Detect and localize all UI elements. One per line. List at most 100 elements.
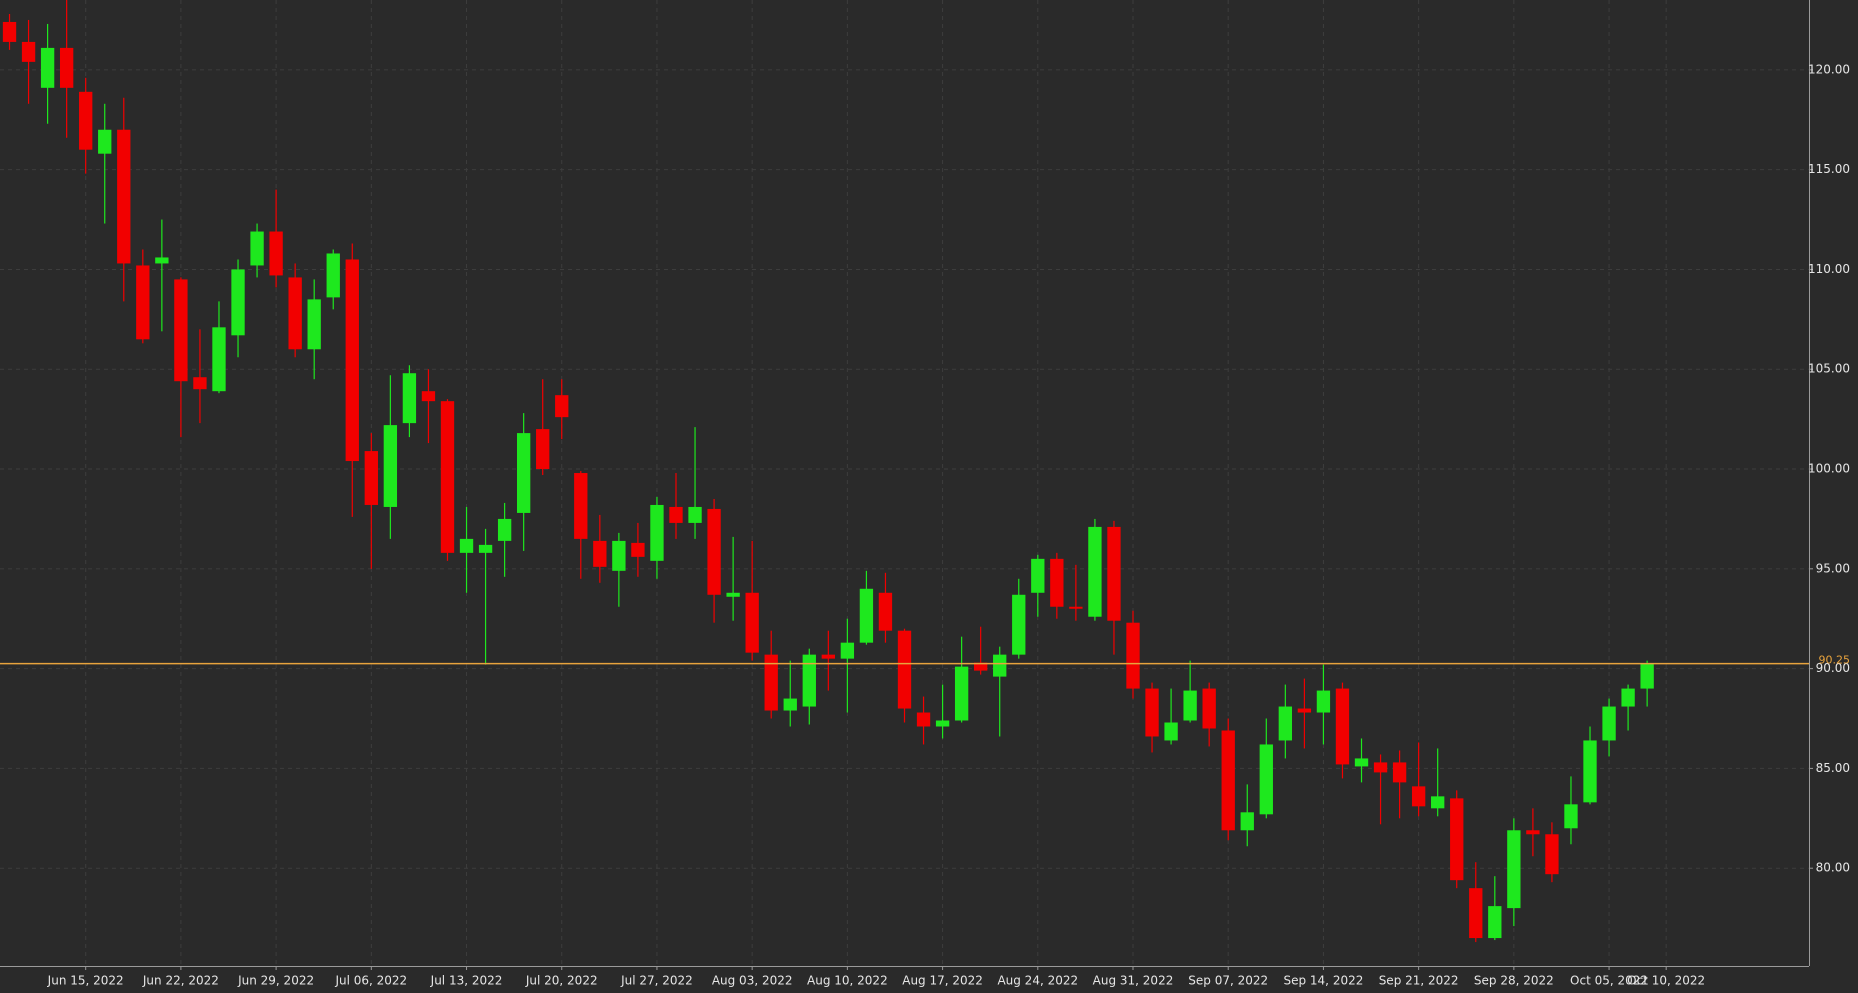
- candle-body: [40, 47, 55, 88]
- y-tick-label: 90.00: [1816, 661, 1850, 675]
- x-tick-label: Jul 06, 2022: [334, 974, 407, 988]
- candle-body: [669, 506, 683, 523]
- candle-body: [802, 654, 816, 707]
- candle-body: [155, 257, 169, 264]
- candle-body: [1621, 688, 1635, 707]
- candle-body: [212, 327, 226, 392]
- candle-body: [954, 666, 969, 721]
- candle-body: [1450, 798, 1464, 881]
- candle-body: [993, 654, 1007, 677]
- x-tick-label: Jul 27, 2022: [620, 974, 693, 988]
- candle-body: [1069, 606, 1083, 609]
- price-label: 90.25: [1819, 654, 1851, 667]
- candle-body: [1050, 558, 1064, 607]
- candle-body: [1316, 690, 1331, 713]
- candle-body: [726, 592, 740, 597]
- y-tick-label: 110.00: [1808, 262, 1850, 276]
- y-tick-label: 105.00: [1808, 362, 1850, 376]
- candle-body: [631, 542, 645, 557]
- x-tick-label: Jul 13, 2022: [430, 974, 503, 988]
- candle-body: [1164, 722, 1178, 741]
- candle-body: [478, 544, 493, 553]
- candle-body: [1411, 786, 1426, 807]
- candle-body: [1602, 706, 1616, 741]
- x-tick-label: Aug 03, 2022: [712, 974, 793, 988]
- candle-body: [383, 425, 398, 507]
- candle-body: [459, 538, 474, 553]
- candle-body: [1335, 688, 1350, 765]
- y-tick-label: 100.00: [1808, 462, 1850, 476]
- candle-body: [764, 654, 778, 711]
- candle-body: [974, 662, 988, 671]
- x-tick-label: Oct 05, 2022: [1570, 974, 1648, 988]
- candle-body: [59, 47, 74, 88]
- candle-body: [288, 277, 302, 350]
- candle-body: [612, 540, 626, 571]
- x-tick-label: Aug 31, 2022: [1093, 974, 1174, 988]
- candle-body: [1488, 906, 1502, 939]
- grid: [0, 0, 1809, 966]
- candle-body: [821, 654, 835, 659]
- candle-body: [402, 373, 417, 424]
- candle-body: [269, 231, 283, 276]
- candle-body: [307, 299, 321, 350]
- y-tick-label: 115.00: [1808, 162, 1850, 176]
- candle-body: [1545, 834, 1559, 875]
- candle-body: [1183, 690, 1197, 721]
- x-tick-label: Aug 17, 2022: [902, 974, 983, 988]
- candle-body: [1507, 830, 1521, 909]
- y-tick-label: 95.00: [1816, 561, 1850, 575]
- candle-body: [536, 429, 550, 470]
- candle-body: [1564, 804, 1578, 829]
- candle-body: [1373, 762, 1388, 773]
- candle-body: [440, 401, 455, 553]
- y-tick-label: 85.00: [1816, 761, 1850, 775]
- x-tick-label: Sep 21, 2022: [1379, 974, 1459, 988]
- x-tick-label: Sep 28, 2022: [1474, 974, 1554, 988]
- candle-body: [1392, 762, 1407, 783]
- candle-body: [345, 259, 359, 462]
- candle-body: [878, 592, 893, 631]
- x-tick-label: Jun 15, 2022: [47, 974, 124, 988]
- candle-body: [1145, 688, 1159, 737]
- candle-body: [688, 506, 702, 523]
- candle-body: [326, 253, 340, 298]
- candle-body: [1526, 830, 1540, 835]
- candle-body: [1088, 526, 1102, 617]
- candle-body: [497, 518, 512, 541]
- x-tick-label: Jun 22, 2022: [142, 974, 219, 988]
- x-tick-label: Sep 07, 2022: [1188, 974, 1268, 988]
- x-tick-label: Aug 10, 2022: [807, 974, 888, 988]
- candle-body: [935, 720, 950, 727]
- candle-body: [98, 129, 112, 154]
- candle-body: [421, 391, 436, 402]
- candles: [2, 0, 1654, 943]
- candle-body: [136, 265, 150, 340]
- x-tick-label: Sep 14, 2022: [1283, 974, 1363, 988]
- candle-body: [1012, 594, 1026, 655]
- x-tick-label: Aug 24, 2022: [997, 974, 1078, 988]
- candle-body: [574, 473, 588, 539]
- candle-body: [1354, 758, 1369, 767]
- candle-body: [231, 269, 245, 336]
- candle-body: [516, 433, 531, 513]
- x-tick-label: Jun 29, 2022: [237, 974, 314, 988]
- candle-body: [1431, 796, 1445, 809]
- candle-body: [1297, 708, 1312, 713]
- candle-body: [1583, 740, 1597, 803]
- candle-body: [1240, 812, 1254, 831]
- candle-body: [1278, 706, 1293, 741]
- candle-body: [364, 451, 378, 505]
- candle-body: [593, 540, 607, 567]
- candle-body: [21, 41, 36, 62]
- candle-body: [174, 279, 188, 382]
- candle-body: [859, 588, 874, 643]
- candle-body: [193, 377, 207, 390]
- candle-body: [117, 129, 131, 264]
- candle-body: [1107, 526, 1121, 621]
- y-tick-label: 80.00: [1816, 861, 1850, 875]
- candle-body: [1126, 622, 1140, 689]
- candle-body: [650, 504, 664, 561]
